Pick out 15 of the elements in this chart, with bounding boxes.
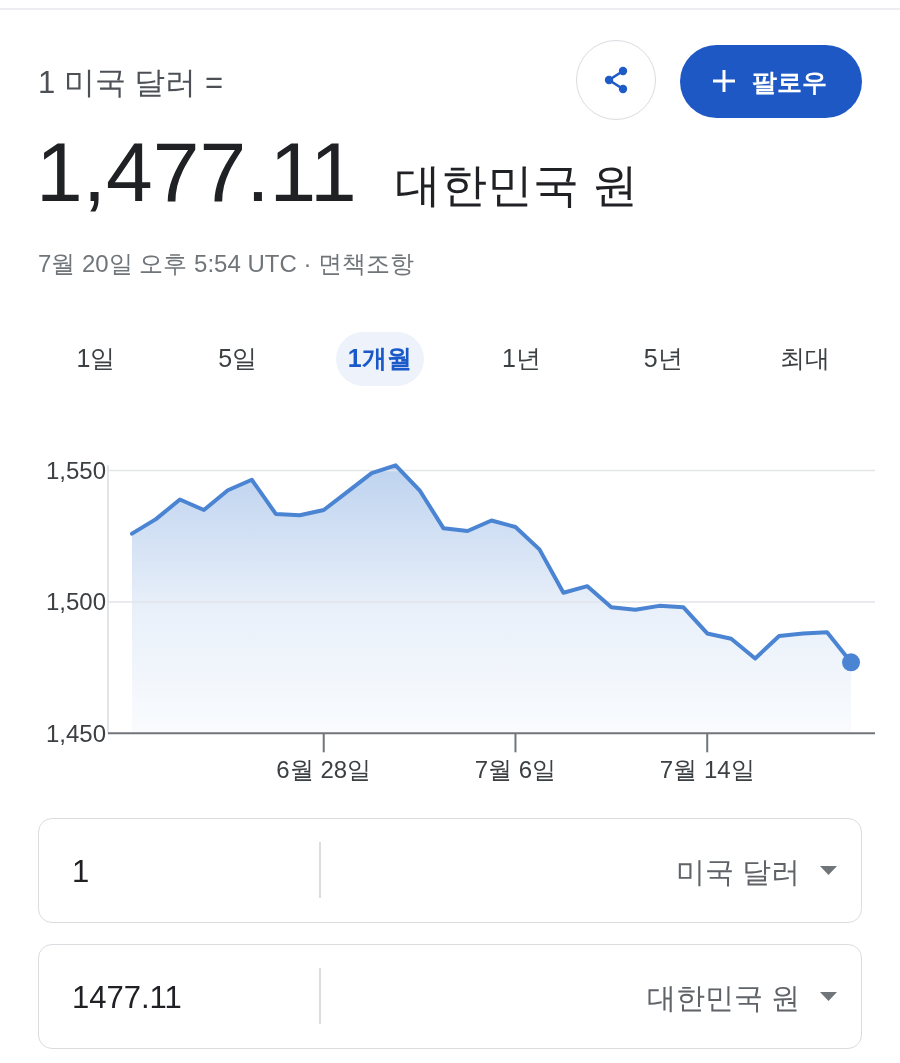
subtitle: 1,477.11 <box>36 129 357 214</box>
annotation: 1개월 <box>347 345 412 371</box>
annotation: 1일 <box>76 345 116 371</box>
annotation: 최대 <box>780 345 830 371</box>
annotation: 5일 <box>218 345 258 371</box>
annotation: 1년 <box>501 345 541 371</box>
annotation: 5년 <box>643 345 683 371</box>
annotation: 팔로우 <box>752 69 827 95</box>
annotation: 미국 달러 <box>675 858 800 888</box>
annotation: 대한민국 원 <box>395 161 638 208</box>
annotation: 7월 20일 오후 5:54 UTC · 면책조항 <box>38 251 415 276</box>
title: 1 미국 달러 = <box>38 66 224 98</box>
annotation: 대한민국 원 <box>646 984 800 1014</box>
annotation: 1 <box>72 855 90 887</box>
annotation: 1477.11 <box>72 981 182 1013</box>
